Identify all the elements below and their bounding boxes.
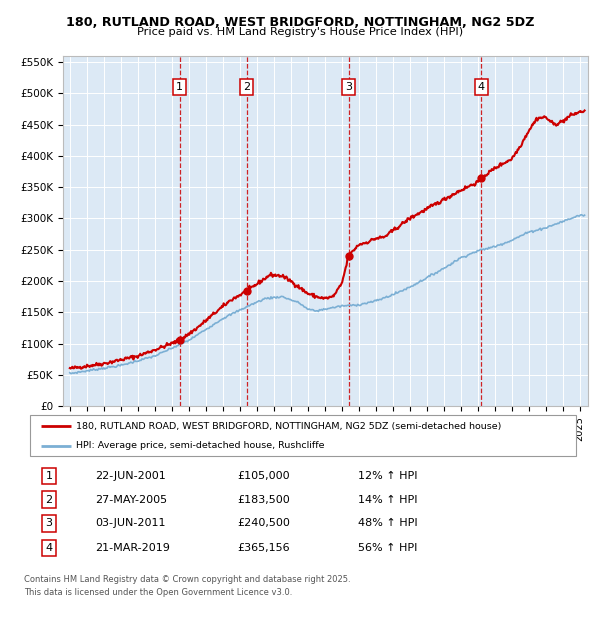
- Text: 03-JUN-2011: 03-JUN-2011: [95, 518, 166, 528]
- Text: 56% ↑ HPI: 56% ↑ HPI: [358, 543, 417, 553]
- Text: £240,500: £240,500: [238, 518, 290, 528]
- Text: 180, RUTLAND ROAD, WEST BRIDGFORD, NOTTINGHAM, NG2 5DZ: 180, RUTLAND ROAD, WEST BRIDGFORD, NOTTI…: [66, 16, 534, 29]
- Text: 21-MAR-2019: 21-MAR-2019: [95, 543, 170, 553]
- Text: HPI: Average price, semi-detached house, Rushcliffe: HPI: Average price, semi-detached house,…: [76, 441, 325, 450]
- FancyBboxPatch shape: [30, 415, 576, 456]
- Text: Price paid vs. HM Land Registry's House Price Index (HPI): Price paid vs. HM Land Registry's House …: [137, 27, 463, 37]
- Text: 2: 2: [46, 495, 53, 505]
- Text: 180, RUTLAND ROAD, WEST BRIDGFORD, NOTTINGHAM, NG2 5DZ (semi-detached house): 180, RUTLAND ROAD, WEST BRIDGFORD, NOTTI…: [76, 422, 502, 431]
- Text: 12% ↑ HPI: 12% ↑ HPI: [358, 471, 417, 480]
- Text: 1: 1: [46, 471, 53, 480]
- Text: £183,500: £183,500: [238, 495, 290, 505]
- Text: 3: 3: [345, 82, 352, 92]
- Text: £365,156: £365,156: [238, 543, 290, 553]
- Text: 3: 3: [46, 518, 53, 528]
- Text: 27-MAY-2005: 27-MAY-2005: [95, 495, 167, 505]
- Text: 4: 4: [478, 82, 485, 92]
- Text: 22-JUN-2001: 22-JUN-2001: [95, 471, 166, 480]
- Text: 4: 4: [46, 543, 53, 553]
- Text: 1: 1: [176, 82, 183, 92]
- Text: 48% ↑ HPI: 48% ↑ HPI: [358, 518, 417, 528]
- Text: 14% ↑ HPI: 14% ↑ HPI: [358, 495, 417, 505]
- Text: Contains HM Land Registry data © Crown copyright and database right 2025.: Contains HM Land Registry data © Crown c…: [24, 575, 350, 585]
- Text: This data is licensed under the Open Government Licence v3.0.: This data is licensed under the Open Gov…: [24, 588, 292, 597]
- Text: 2: 2: [243, 82, 250, 92]
- Text: £105,000: £105,000: [238, 471, 290, 480]
